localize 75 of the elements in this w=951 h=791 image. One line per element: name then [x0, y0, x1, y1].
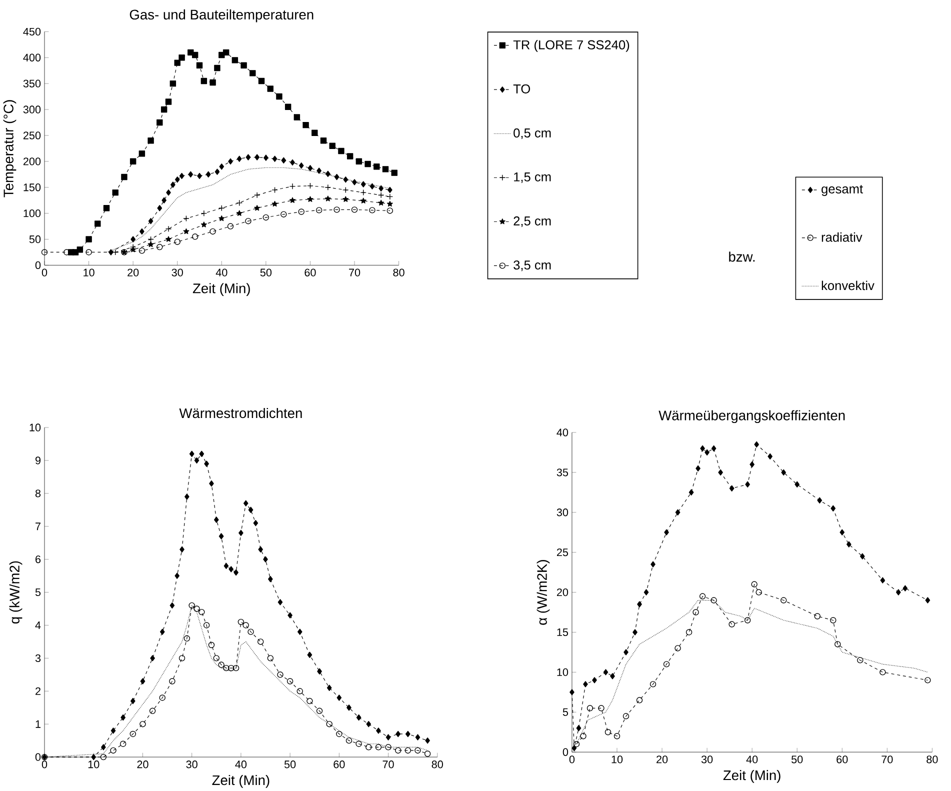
y-tick-label: 7 — [36, 522, 40, 530]
y-tick-label: 250 — [23, 132, 41, 140]
y-tick-label: 3 — [35, 654, 41, 662]
y-tick-label: 450 — [23, 28, 41, 36]
y-tick-label: 0 — [35, 261, 41, 269]
x-tick-label: 80 — [926, 756, 938, 764]
y-axis-title: Temperatur (°C) — [3, 100, 16, 198]
legend-label: 2,5 cm — [514, 216, 551, 227]
x-tick-label: 30 — [186, 760, 198, 768]
x-tick-label: 60 — [304, 268, 316, 276]
y-tick-label: 50 — [29, 235, 41, 244]
x-tick-label: 60 — [836, 756, 848, 764]
x-tick-label: 70 — [382, 760, 394, 768]
y-tick-label: 6 — [36, 555, 41, 564]
x-axis-title: Zeit (Min) — [192, 283, 250, 296]
x-tick-label: 50 — [260, 268, 272, 276]
y-tick-label: 1 — [36, 720, 40, 728]
x-tick-label: 30 — [701, 756, 713, 764]
x-tick-label: 10 — [84, 268, 94, 276]
x-tick-label: 80 — [393, 268, 404, 276]
y-tick-label: 400 — [23, 54, 41, 62]
legend-label: TR (LORE 7 SS240) — [513, 40, 630, 52]
x-tick-label: 70 — [349, 268, 360, 276]
y-tick-label: 8 — [35, 490, 41, 498]
chart-title: Wärmestromdichten — [179, 408, 302, 418]
legend-label: 3,5 cm — [514, 260, 551, 271]
legend-label: TO — [513, 84, 530, 94]
x-tick-label: 50 — [792, 756, 803, 764]
y-tick-label: 20 — [556, 588, 568, 596]
x-tick-label: 30 — [172, 268, 183, 276]
x-axis-title: Zeit (Min) — [723, 770, 780, 783]
x-tick-label: 0 — [569, 756, 575, 764]
y-tick-label: 35 — [556, 468, 568, 476]
x-tick-label: 10 — [88, 760, 100, 768]
y-axis-title: α (W/m2K) — [536, 560, 550, 625]
x-tick-label: 40 — [216, 268, 228, 276]
legend-label: 0,5 cm — [514, 128, 551, 139]
y-tick-label: 0 — [562, 748, 568, 756]
x-tick-label: 80 — [432, 760, 443, 768]
y-tick-label: 10 — [30, 424, 41, 432]
legend-label: 1,5 cm — [514, 172, 551, 183]
text: bzw. — [729, 252, 755, 262]
x-axis-title: Zeit (Min) — [212, 774, 270, 788]
y-tick-label: 300 — [23, 106, 41, 114]
x-tick-label: 50 — [284, 760, 296, 768]
y-tick-label: 200 — [23, 158, 41, 166]
legend-label: radiativ — [822, 232, 862, 242]
y-tick-label: 350 — [23, 80, 41, 88]
y-tick-label: 10 — [557, 668, 568, 676]
y-tick-label: 25 — [556, 548, 568, 556]
y-axis-title: q (kW/m2) — [9, 561, 22, 624]
x-tick-label: 40 — [235, 760, 247, 768]
x-tick-label: 60 — [334, 760, 345, 768]
y-tick-label: 15 — [557, 628, 568, 636]
chart-title: Wärmeübergangskoeffizienten — [658, 410, 845, 423]
y-tick-label: 4 — [35, 621, 41, 629]
legend-label: konvektiv — [822, 280, 874, 290]
x-tick-label: 0 — [42, 268, 48, 276]
x-tick-label: 0 — [42, 760, 48, 768]
x-tick-label: 70 — [882, 756, 893, 764]
x-tick-label: 10 — [612, 756, 623, 764]
y-tick-label: 150 — [24, 183, 41, 192]
chart-title: Gas- und Bauteiltemperaturen — [130, 9, 314, 22]
x-tick-label: 20 — [128, 268, 139, 276]
y-tick-label: 5 — [35, 588, 41, 596]
y-tick-label: 5 — [562, 708, 568, 716]
x-tick-label: 20 — [656, 756, 668, 764]
y-tick-label: 30 — [556, 508, 568, 516]
x-tick-label: 40 — [746, 756, 758, 764]
y-tick-label: 2 — [36, 687, 40, 695]
x-tick-label: 20 — [137, 760, 148, 768]
y-tick-label: 40 — [556, 428, 568, 436]
legend-label: gesamt — [822, 184, 863, 196]
y-tick-label: 100 — [24, 209, 41, 218]
y-tick-label: 9 — [36, 456, 41, 464]
